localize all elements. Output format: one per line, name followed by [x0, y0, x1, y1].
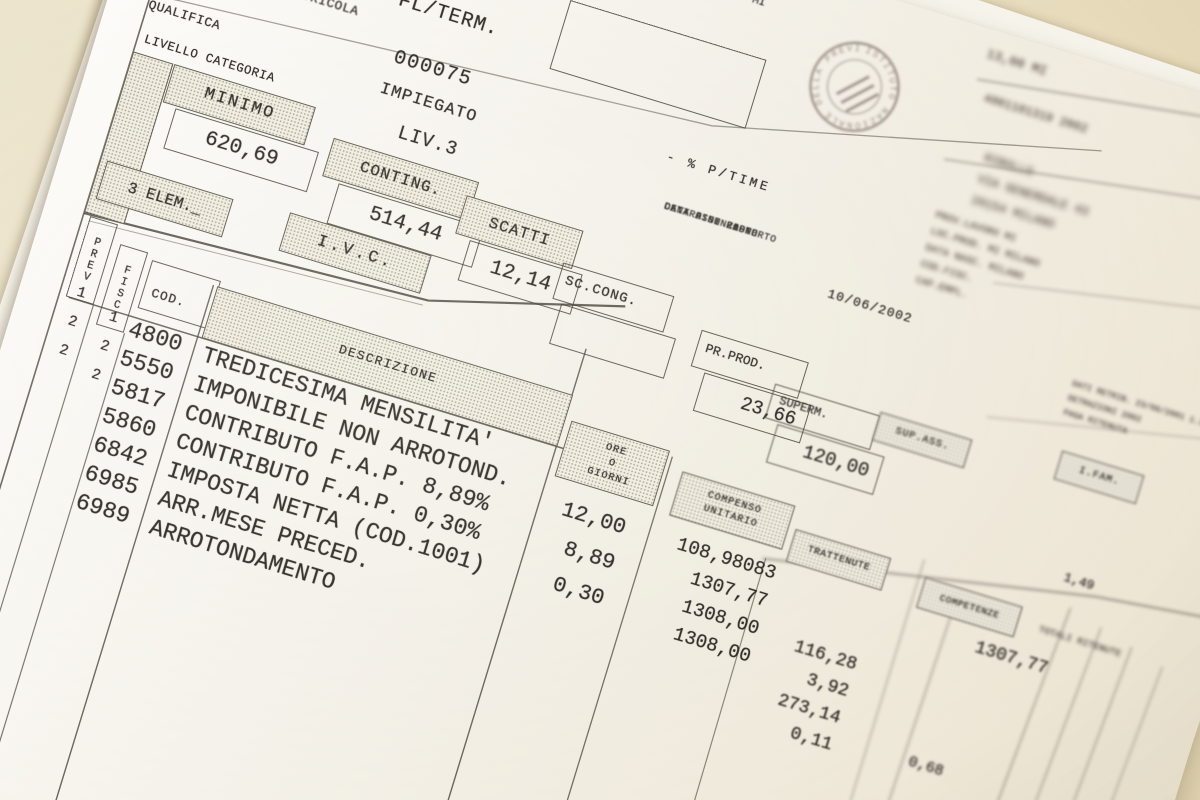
ore-giorni-label: ORE O GIORNI: [585, 440, 631, 490]
ifam-label: I.FAM.: [1077, 465, 1121, 489]
prev-label: P R E V: [81, 236, 103, 285]
scatti-label: SCATTI: [486, 214, 553, 250]
trattenute-label: TRATTENUTE: [805, 544, 872, 575]
scatti-value: 12,14: [486, 256, 554, 298]
competenze-label: COMPETENZE: [938, 591, 1001, 621]
supass-label: SUP.ASS.: [893, 426, 951, 454]
compenso-unitario-label: COMPENSO UNITARIO: [701, 489, 763, 531]
